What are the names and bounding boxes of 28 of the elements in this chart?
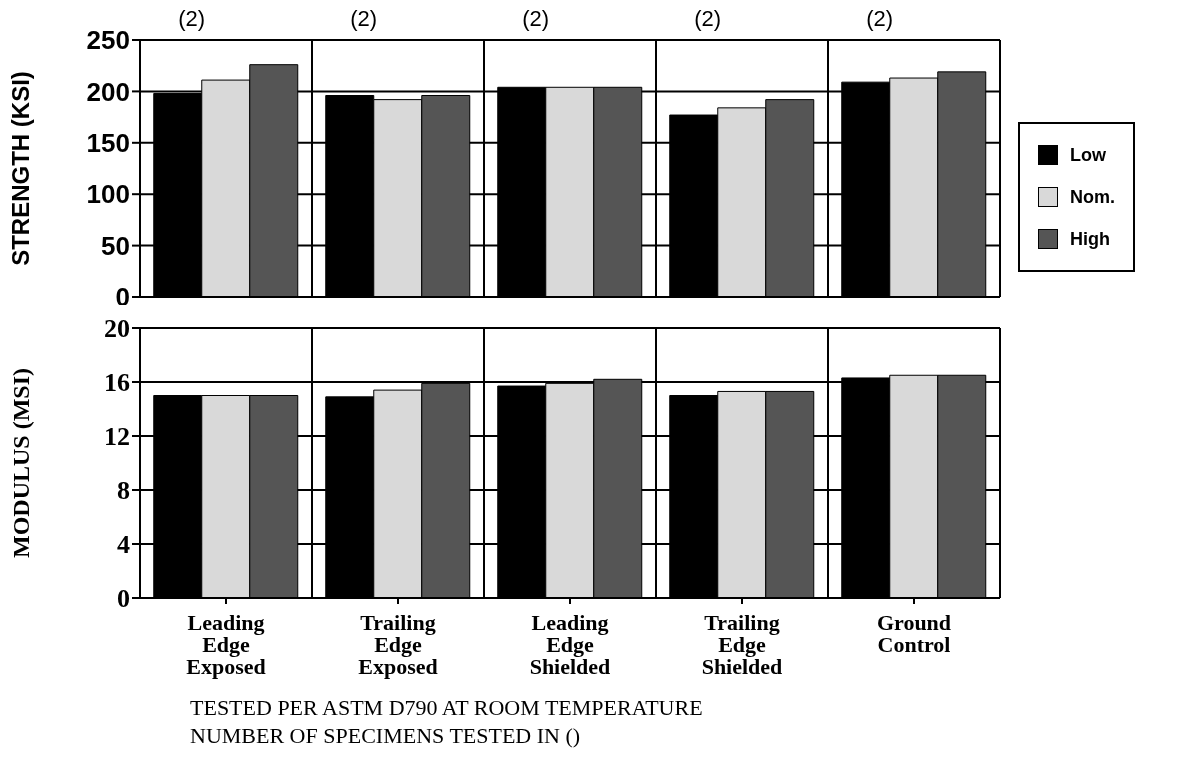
text: (2) (349, 6, 379, 32)
y-tick-label: 250 (86, 25, 130, 56)
text: (2) (177, 6, 207, 32)
y-tick-label: 20 (104, 314, 130, 344)
x-tick-label: Trailing Edge Exposed (358, 610, 438, 679)
y-tick-label: 150 (86, 128, 130, 159)
x-tick-label: Leading Edge Shielded (529, 610, 611, 679)
legend-label: High (1070, 228, 1110, 250)
x-tick-label: Leading Edge Exposed (186, 610, 266, 679)
y-tick-label: 50 (101, 230, 130, 261)
y-tick-label: 8 (117, 476, 130, 506)
y-tick-label: 4 (117, 530, 130, 560)
legend-label: Nom. (1070, 186, 1115, 208)
text: (2) (521, 6, 551, 32)
x-tick-label: Ground Control (876, 610, 952, 657)
y-axis-title: STRENGTH (KSI) (6, 71, 34, 266)
text: NUMBER OF SPECIMENS TESTED IN () (190, 722, 582, 750)
y-tick-label: 16 (104, 368, 130, 398)
y-tick-label: 100 (86, 179, 130, 210)
text: TESTED PER ASTM D790 AT ROOM TEMPERATURE (190, 694, 704, 722)
y-axis-title: MODULUS (MSI) (7, 368, 34, 558)
y-tick-label: 12 (104, 422, 130, 452)
legend-label: Low (1070, 144, 1106, 166)
y-tick-label: 0 (117, 584, 130, 614)
y-tick-label: 200 (86, 76, 130, 107)
text: (2) (865, 6, 895, 32)
x-tick-label: Trailing Edge Shielded (701, 610, 783, 679)
text: (2) (693, 6, 723, 32)
